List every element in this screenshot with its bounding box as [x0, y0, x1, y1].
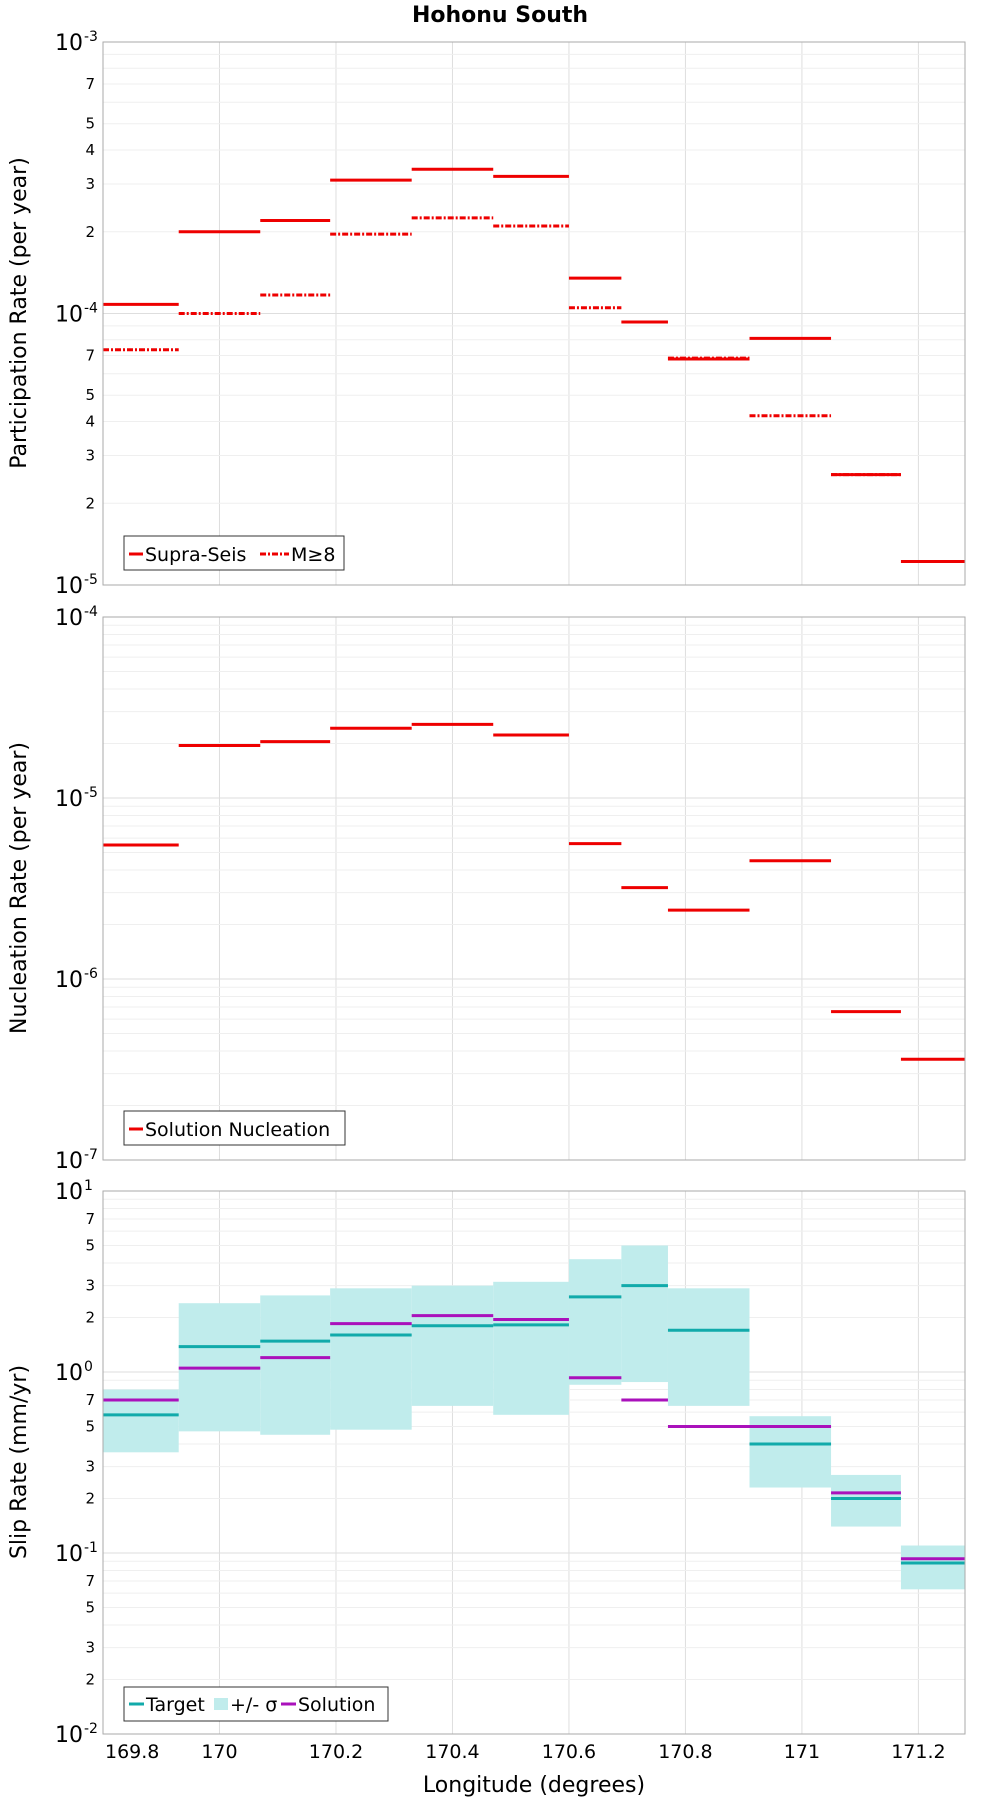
- y-tick-exponent: -6: [84, 966, 98, 982]
- slip-legend: Target +/- σ Solution: [123, 1686, 389, 1722]
- participation-lines: [103, 167, 965, 564]
- y-minor-tick-label: 5: [85, 1417, 95, 1435]
- x-tick-label: 170.8: [658, 1741, 712, 1763]
- x-tick-label: 170.2: [309, 1741, 363, 1763]
- slip-lines: [103, 1284, 965, 1565]
- slip-y-axis-label: Slip Rate (mm/yr): [7, 1365, 32, 1559]
- sigma-band-bin: [621, 1245, 668, 1383]
- x-axis-ticks: 169.8 170 170.2 170.4 170.6 170.8 171 171.2: [105, 1741, 946, 1763]
- sigma-band-bin: [330, 1288, 412, 1430]
- y-minor-tick-label: 7: [85, 1572, 95, 1590]
- y-tick-label: 10: [55, 1542, 83, 1567]
- participation-legend-box: [123, 535, 345, 571]
- y-tick-label: 10: [55, 606, 83, 631]
- y-tick-label: 10: [55, 968, 83, 993]
- legend-label-m8: M≥8: [291, 544, 335, 566]
- sigma-band-bin: [568, 1259, 622, 1385]
- sigma-band-bin: [411, 1285, 494, 1406]
- legend-label-supra-seis: Supra-Seis: [145, 544, 246, 566]
- legend-label-target: Target: [145, 1694, 205, 1716]
- y-minor-tick-label: 3: [85, 175, 95, 193]
- sigma-band-bin: [900, 1545, 965, 1590]
- y-minor-tick-label: 5: [85, 115, 95, 133]
- participation-plot-frame: [102, 41, 966, 586]
- x-tick-label: 170.4: [425, 1741, 479, 1763]
- x-tick-label: 170: [201, 1741, 237, 1763]
- y-tick-exponent: -3: [84, 29, 98, 45]
- y-tick-exponent: -2: [84, 1721, 98, 1737]
- x-tick-label: 170.6: [542, 1741, 596, 1763]
- y-minor-tick-label: 4: [85, 141, 95, 159]
- slip-plot-frame: [102, 1190, 966, 1735]
- sigma-band-bin: [749, 1416, 832, 1488]
- y-tick-exponent: -1: [84, 1540, 98, 1556]
- y-tick-label: 10: [55, 1361, 83, 1386]
- y-minor-tick-label: 3: [85, 446, 95, 464]
- y-tick-exponent: -4: [84, 301, 98, 317]
- y-tick-label: 10: [55, 574, 83, 599]
- y-minor-tick-label: 2: [85, 1671, 95, 1689]
- nucleation-y-ticks: 10-410-510-610-7: [55, 604, 98, 1174]
- y-minor-tick-label: 7: [85, 1391, 95, 1409]
- y-minor-tick-label: 5: [85, 386, 95, 404]
- nucleation-plot-frame: [102, 616, 966, 1161]
- slip-legend-box: [123, 1686, 389, 1722]
- y-minor-tick-label: 5: [85, 1598, 95, 1616]
- nucleation-y-axis-label: Nucleation Rate (per year): [7, 742, 32, 1034]
- y-minor-tick-label: 3: [85, 1277, 95, 1295]
- legend-swatch-sigma: [214, 1698, 228, 1710]
- slip-bands: [103, 1245, 965, 1590]
- y-tick-label: 10: [55, 303, 83, 328]
- legend-label-solution-nucleation: Solution Nucleation: [145, 1119, 330, 1141]
- nucleation-legend-box: [123, 1110, 346, 1146]
- y-tick-exponent: -4: [84, 604, 98, 620]
- y-minor-tick-label: 2: [85, 494, 95, 512]
- figure-title: Hohonu South: [412, 3, 588, 28]
- y-minor-tick-label: 7: [85, 1210, 95, 1228]
- y-minor-tick-label: 4: [85, 413, 95, 431]
- participation-legend: Supra-Seis M≥8: [123, 535, 345, 571]
- legend-label-solution: Solution: [298, 1694, 375, 1716]
- x-tick-label: 169.8: [105, 1741, 159, 1763]
- sigma-band-bin: [831, 1474, 901, 1527]
- y-tick-label: 10: [55, 1149, 83, 1174]
- y-tick-label: 10: [55, 1723, 83, 1748]
- y-tick-exponent: -7: [84, 1147, 98, 1163]
- participation-grid: [102, 41, 965, 586]
- y-tick-exponent: 1: [84, 1178, 93, 1194]
- y-minor-tick-label: 7: [85, 75, 95, 93]
- y-tick-label: 10: [55, 1180, 83, 1205]
- sigma-band-bin: [260, 1295, 331, 1435]
- y-minor-tick-label: 2: [85, 1490, 95, 1508]
- y-minor-tick-label: 7: [85, 347, 95, 365]
- y-minor-tick-label: 3: [85, 1639, 95, 1657]
- participation-y-axis-label: Participation Rate (per year): [7, 157, 32, 469]
- x-axis-label: Longitude (degrees): [423, 1773, 645, 1798]
- y-tick-exponent: -5: [84, 785, 98, 801]
- nucleation-legend: Solution Nucleation: [123, 1110, 346, 1146]
- nucleation-panel: 10-410-510-610-7 Nucleation Rate (per ye…: [7, 604, 966, 1174]
- x-tick-label: 171: [784, 1741, 820, 1763]
- slip-grid: [102, 1190, 965, 1735]
- nucleation-grid: [102, 616, 965, 1161]
- y-tick-exponent: -5: [84, 572, 98, 588]
- y-minor-tick-label: 2: [85, 1309, 95, 1327]
- sigma-band-bin: [493, 1281, 569, 1415]
- y-minor-tick-label: 5: [85, 1236, 95, 1254]
- nucleation-lines: [103, 722, 965, 1061]
- sigma-band-bin: [667, 1288, 750, 1406]
- y-tick-label: 10: [55, 31, 83, 56]
- y-minor-tick-label: 3: [85, 1458, 95, 1476]
- y-tick-exponent: 0: [84, 1359, 93, 1375]
- y-minor-tick-label: 2: [85, 223, 95, 241]
- x-tick-label: 171.2: [891, 1741, 945, 1763]
- legend-label-sigma: +/- σ: [230, 1694, 277, 1716]
- y-tick-label: 10: [55, 787, 83, 812]
